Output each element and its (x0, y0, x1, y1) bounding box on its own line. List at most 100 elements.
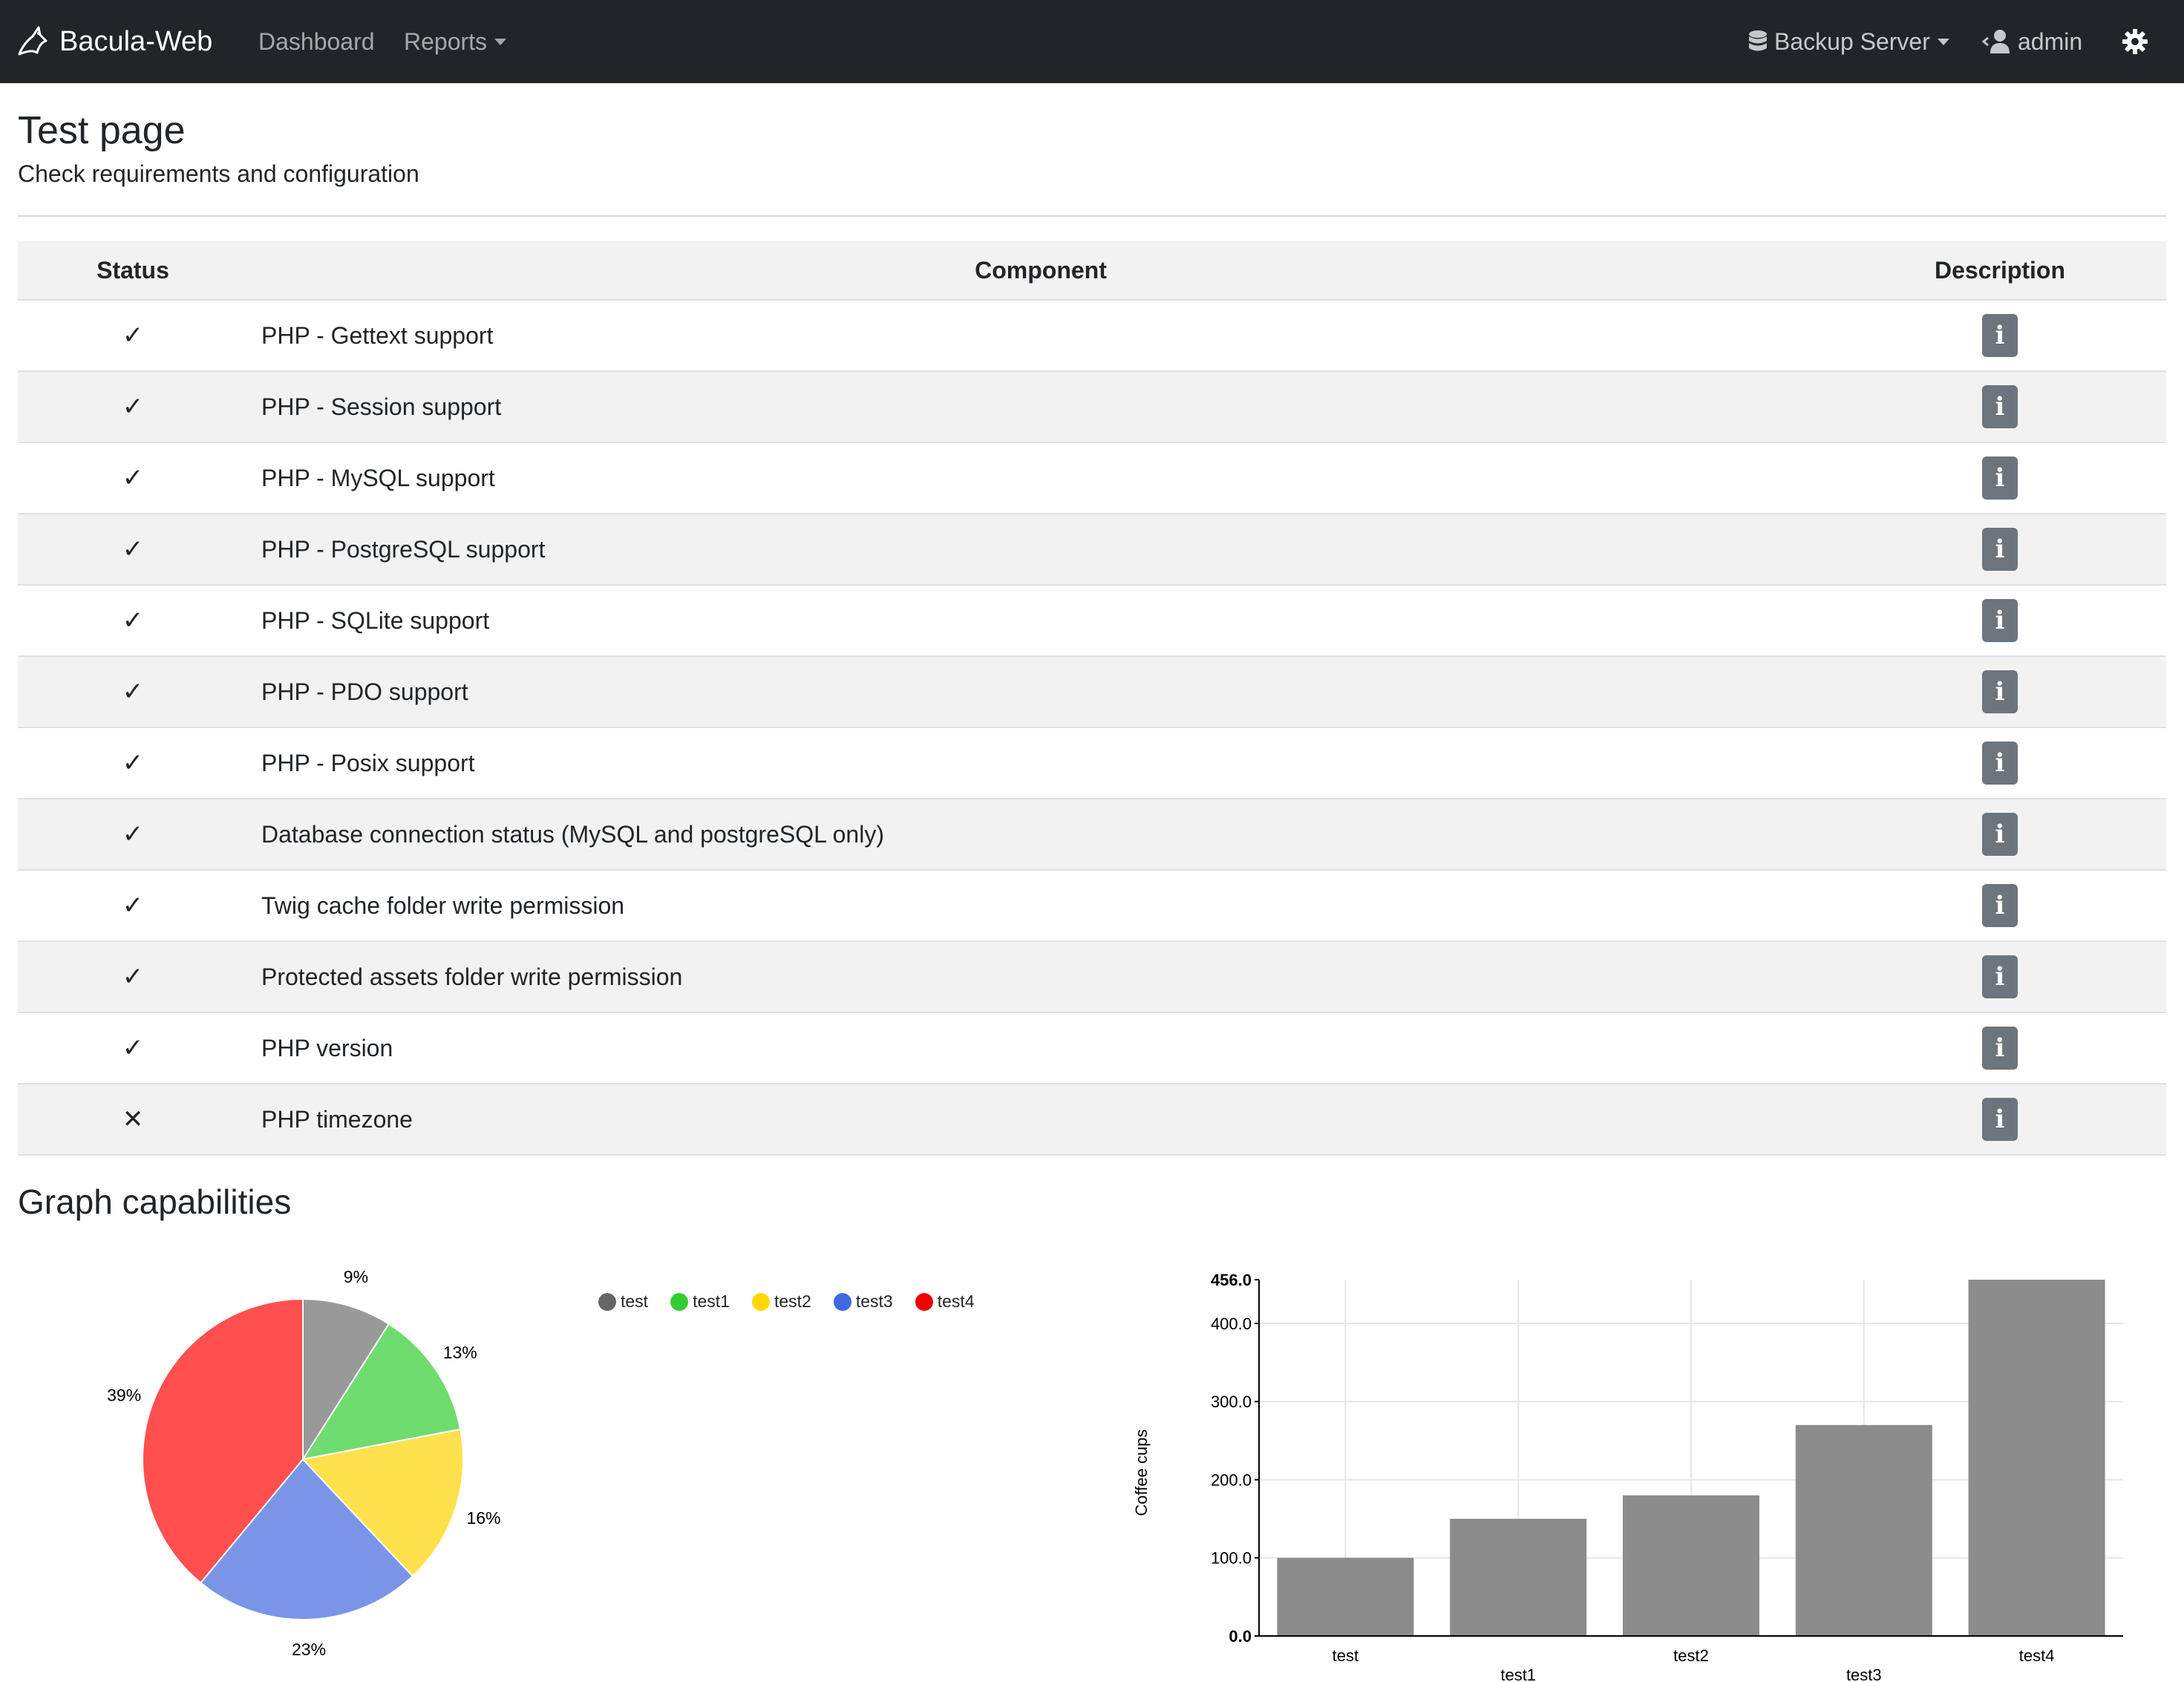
requirements-table: Status Component Description ✓ PHP - Gett… (18, 241, 2166, 1156)
brand-label: Bacula-Web (59, 25, 213, 57)
pie-slice-test4 (142, 1298, 304, 1584)
pie-label: 39% (107, 1385, 141, 1404)
legend-item: test (598, 1292, 648, 1312)
settings-button[interactable] (2122, 0, 2148, 83)
server-label: Backup Server (1774, 27, 1930, 55)
database-icon (1747, 30, 1768, 53)
check-icon: ✓ (122, 606, 144, 635)
description-cell: i (1834, 813, 2166, 856)
x-tick-label: test3 (1846, 1666, 1882, 1682)
description-cell: i (1834, 955, 2166, 998)
bar-test4 (1968, 1280, 2105, 1636)
info-button[interactable]: i (1982, 599, 2018, 642)
nav-reports-label: Reports (404, 27, 488, 55)
server-dropdown[interactable]: Backup Server (1747, 0, 1949, 83)
bar-chart: 0.0 100.0 200.0 300.0 400.0 456.0 test test1 tes… (1132, 1271, 2123, 1682)
info-button[interactable]: i (1982, 1098, 2018, 1141)
bar-test3 (1795, 1424, 1932, 1636)
pie-slice-test1 (301, 1323, 462, 1461)
component-name: Twig cache folder write permission (261, 891, 625, 919)
component-name: PHP - Session support (261, 393, 502, 420)
component-name: PHP - PDO support (261, 678, 468, 705)
table-row: ✓ Protected assets folder write permissio… (18, 942, 2166, 1013)
legend-dot (833, 1292, 851, 1311)
component-name: PHP - Gettext support (261, 321, 494, 349)
pie-legend: test test1 test2 test3 test4 (598, 1292, 975, 1312)
legend-dot (751, 1292, 770, 1311)
description-cell: i (1834, 670, 2166, 713)
info-button[interactable]: i (1982, 528, 2018, 571)
table-row: ✓ PHP - Gettext support i (18, 301, 2166, 372)
page-subtitle: Check requirements and configuration (18, 160, 419, 187)
legend-item: test4 (915, 1292, 975, 1312)
description-cell: i (1834, 884, 2166, 927)
table-body: ✓ PHP - Gettext support i ✓ PHP - Session su… (18, 301, 2166, 1156)
legend-label: test2 (774, 1292, 811, 1311)
nav-dashboard[interactable]: Dashboard (258, 27, 375, 55)
graph-section-title: Graph capabilities (18, 1182, 292, 1221)
description-cell: i (1834, 742, 2166, 785)
pie-slice-test (302, 1298, 390, 1462)
info-button[interactable]: i (1982, 742, 2018, 785)
brand[interactable]: Bacula-Web (16, 0, 212, 83)
component-name: PHP - PostgreSQL support (261, 535, 546, 563)
info-button[interactable]: i (1982, 385, 2018, 428)
user-menu[interactable]: admin (1982, 0, 2082, 83)
description-cell: i (1834, 457, 2166, 500)
table-row: ✓ PHP - Session support i (18, 372, 2166, 443)
table-row: ✓ Twig cache folder write permission i (18, 871, 2166, 942)
description-cell: i (1834, 1027, 2166, 1070)
component-name: PHP version (261, 1034, 393, 1061)
info-button[interactable]: i (1982, 884, 2018, 927)
component-name: PHP - MySQL support (261, 464, 495, 491)
description-cell: i (1834, 314, 2166, 357)
table-row: ✕ PHP timezone i (18, 1084, 2166, 1156)
table-row: ✓ Database connection status (MySQL and p… (18, 799, 2166, 871)
info-button[interactable]: i (1982, 314, 2018, 357)
info-button[interactable]: i (1982, 670, 2018, 713)
legend-item: test3 (833, 1292, 893, 1312)
legend-item: test2 (751, 1292, 811, 1312)
page-title: Test page (18, 109, 186, 152)
component-name: PHP - Posix support (261, 749, 475, 776)
pie-label: 9% (344, 1267, 368, 1286)
y-tick-label: 0.0 (1229, 1627, 1252, 1646)
check-icon: ✓ (122, 891, 144, 920)
bar-test1 (1450, 1519, 1587, 1636)
header-component: Component (975, 256, 1107, 284)
chevron-down-icon (1937, 38, 1949, 45)
cross-icon: ✕ (122, 1105, 144, 1133)
x-tick-label: test (1333, 1646, 1359, 1665)
pie-label: 23% (292, 1640, 326, 1659)
y-axis-title: Coffee cups (1132, 1429, 1151, 1516)
check-icon: ✓ (122, 393, 144, 421)
legend-item: test1 (670, 1292, 730, 1312)
nav-reports-dropdown[interactable]: Reports (404, 0, 507, 83)
legend-dot (670, 1292, 689, 1311)
header-status: Status (97, 256, 169, 284)
info-button[interactable]: i (1982, 457, 2018, 500)
legend-label: test3 (855, 1292, 893, 1311)
legend-dot (915, 1292, 933, 1311)
info-button[interactable]: i (1982, 1027, 2018, 1070)
table-row: ✓ PHP - Posix support i (18, 728, 2166, 799)
pie-label: 13% (443, 1343, 477, 1362)
legend-label: test1 (693, 1292, 730, 1311)
info-button[interactable]: i (1982, 955, 2018, 998)
check-icon: ✓ (122, 464, 144, 492)
legend-label: test (621, 1292, 649, 1311)
y-tick-label: 300.0 (1211, 1393, 1252, 1411)
x-tick-label: test2 (1673, 1646, 1709, 1665)
pie-label: 16% (466, 1508, 500, 1528)
pie-slice-test3 (199, 1458, 414, 1620)
legend-dot (598, 1292, 616, 1311)
description-cell: i (1834, 599, 2166, 642)
user-icon (1982, 29, 2012, 54)
y-tick-label: 100.0 (1211, 1549, 1252, 1568)
info-button[interactable]: i (1982, 813, 2018, 856)
check-icon: ✓ (122, 535, 144, 563)
legend-label: test4 (937, 1292, 975, 1311)
table-row: ✓ PHP - SQLite support i (18, 586, 2166, 657)
component-name: Protected assets folder write permission (261, 963, 683, 990)
bar-test2 (1623, 1495, 1759, 1636)
